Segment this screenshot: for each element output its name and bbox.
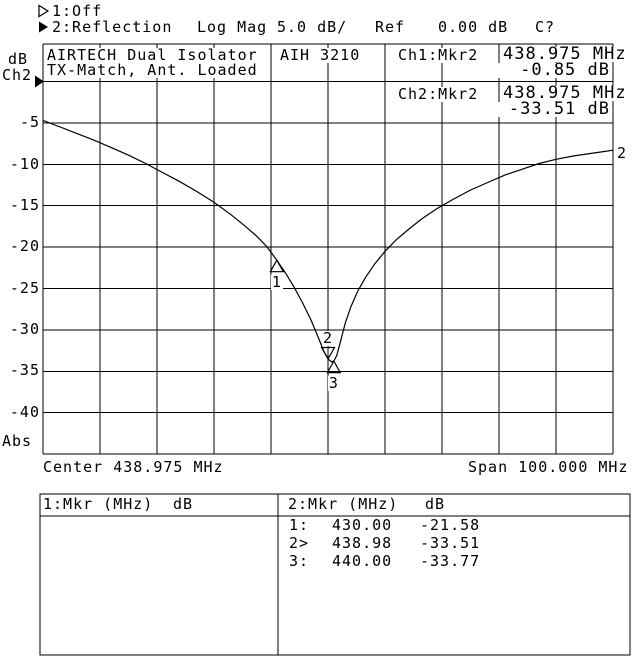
mkr-table2-header: 2:Mkr (MHz) <box>288 495 399 513</box>
mkr-row-freq: 438.98 <box>332 534 393 552</box>
marker-2-number: 2 <box>322 329 335 348</box>
measurement-trace <box>42 119 614 363</box>
y-tick-label: -15 <box>6 198 40 213</box>
device-model: AIH 3210 <box>280 46 361 64</box>
mkr-table1-unit: dB <box>173 495 194 513</box>
x-axis-center: Center 438.975 MHz <box>43 458 224 476</box>
ref-value: 0.00 dB <box>438 18 509 36</box>
mkr-row-freq: 440.00 <box>332 552 393 570</box>
ch1-readout-freq: 438.975 MHz <box>503 44 627 64</box>
trace-group <box>42 119 614 363</box>
mkr-row-db: -21.58 <box>420 516 481 534</box>
marker-2-icon <box>320 346 336 361</box>
channel1-pointer-icon <box>38 4 50 18</box>
y-axis-unit: dB <box>8 50 29 68</box>
ch1-readout-channel: Ch1:Mkr2 <box>398 46 479 64</box>
y-tick-label: -25 <box>6 281 40 296</box>
channel2-pointer-icon <box>39 21 48 33</box>
marker-3-icon <box>326 359 342 374</box>
x-axis-span: Span 100.000 MHz <box>468 458 629 476</box>
channel2-measurement: 2:Reflection <box>52 18 173 36</box>
marker-table-frame <box>39 493 631 656</box>
graticule-grid <box>42 43 614 455</box>
ch2-readout-channel: Ch2:Mkr2 <box>398 85 479 103</box>
marker-3-number: 3 <box>327 373 340 392</box>
cal-status: C? <box>535 18 556 36</box>
mkr-row-id: 2> <box>289 534 310 552</box>
marker-1-icon <box>269 258 285 273</box>
y-tick-label: -40 <box>6 405 40 420</box>
mkr-row-freq: 430.00 <box>332 516 393 534</box>
marker-1-number: 1 <box>270 272 283 291</box>
y-tick-label: -30 <box>6 322 40 337</box>
title-line1: AIRTECH Dual Isolator <box>47 46 258 64</box>
mkr-table2-unit: dB <box>425 495 446 513</box>
y-axis-channel: Ch2 <box>2 66 33 84</box>
title-line2: TX-Match, Ant. Loaded <box>47 61 258 79</box>
y-tick-label: -35 <box>6 363 40 378</box>
trace-number-label: 2 <box>617 144 628 162</box>
trace-markers <box>269 258 342 374</box>
ch2-readout-value: -33.51 dB <box>498 101 610 118</box>
display-format: Log Mag <box>197 18 268 36</box>
scale-per-div: 5.0 dB/ <box>277 18 348 36</box>
mkr-table1-header: 1:Mkr (MHz) <box>43 495 154 513</box>
mkr-row-db: -33.51 <box>420 534 481 552</box>
y-tick-label: -10 <box>6 157 40 172</box>
ch2-readout-freq: 438.975 MHz <box>503 83 627 103</box>
mkr-row-id: 3: <box>289 552 310 570</box>
y-axis-mode: Abs <box>2 432 33 450</box>
channel1-status: 1:Off <box>52 2 103 20</box>
mkr-row-db: -33.77 <box>420 552 481 570</box>
ref-label: Ref <box>375 18 406 36</box>
ch1-readout-value: -0.85 dB <box>498 62 610 79</box>
ref-level-pointer-icon <box>35 75 44 88</box>
mkr-row-id: 1: <box>289 516 310 534</box>
y-tick-label: -20 <box>6 239 40 254</box>
y-tick-label: -5 <box>6 115 40 130</box>
